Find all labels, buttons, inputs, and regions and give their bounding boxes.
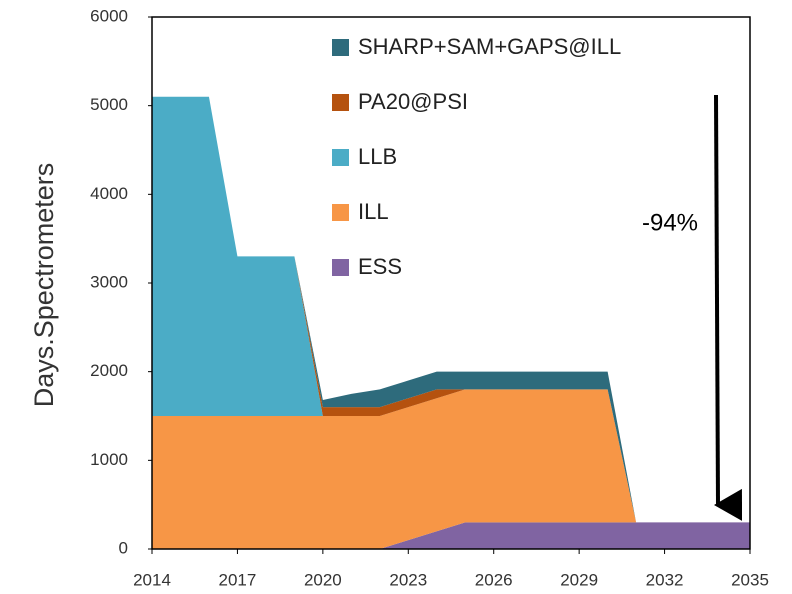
legend-swatch (332, 259, 349, 276)
x-tick-label: 2017 (219, 570, 257, 589)
legend-label: PA20@PSI (358, 89, 468, 114)
areas (152, 96, 750, 549)
x-tick-label: 2020 (304, 570, 342, 589)
y-tick-label: 1000 (90, 450, 128, 469)
y-tick-label: 3000 (90, 272, 128, 291)
area (152, 522, 750, 549)
annotation: -94% (642, 209, 698, 236)
y-tick-label: 2000 (90, 361, 128, 380)
y-axis-label: Days.Spectrometers (29, 163, 59, 408)
legend-label: LLB (358, 144, 397, 169)
x-tick-label: 2023 (389, 570, 427, 589)
y-tick-label: 5000 (90, 95, 128, 114)
legend-swatch (332, 39, 349, 56)
legend-label: ILL (358, 199, 389, 224)
x-tick-label: 2014 (133, 570, 171, 589)
y-tick-label: 0 (119, 538, 128, 557)
y-tick-label: 6000 (90, 6, 128, 25)
y-tick-label: 4000 (90, 184, 128, 203)
x-tick-label: 2032 (646, 570, 684, 589)
legend-swatch (332, 94, 349, 111)
legend-label: SHARP+SAM+GAPS@ILL (358, 34, 621, 59)
x-tick-label: 2026 (475, 570, 513, 589)
legend-swatch (332, 204, 349, 221)
legend-label: ESS (358, 254, 402, 279)
arrow (714, 94, 743, 521)
x-tick-label: 2035 (731, 570, 769, 589)
area (152, 96, 750, 523)
legend-swatch (332, 149, 349, 166)
x-tick-label: 2029 (560, 570, 598, 589)
area (152, 389, 750, 549)
